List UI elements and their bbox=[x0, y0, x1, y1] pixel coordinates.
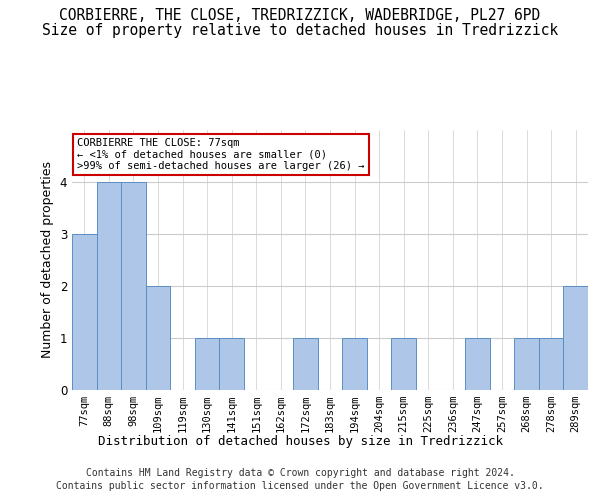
Bar bbox=[342, 338, 367, 390]
Text: Contains public sector information licensed under the Open Government Licence v3: Contains public sector information licen… bbox=[56, 481, 544, 491]
Text: CORBIERRE, THE CLOSE, TREDRIZZICK, WADEBRIDGE, PL27 6PD: CORBIERRE, THE CLOSE, TREDRIZZICK, WADEB… bbox=[59, 8, 541, 22]
Bar bbox=[293, 338, 318, 390]
Text: Size of property relative to detached houses in Tredrizzick: Size of property relative to detached ho… bbox=[42, 22, 558, 38]
Bar bbox=[563, 286, 588, 390]
Bar bbox=[514, 338, 539, 390]
Bar bbox=[121, 182, 146, 390]
Text: Distribution of detached houses by size in Tredrizzick: Distribution of detached houses by size … bbox=[97, 435, 503, 448]
Bar bbox=[97, 182, 121, 390]
Bar bbox=[220, 338, 244, 390]
Text: CORBIERRE THE CLOSE: 77sqm
← <1% of detached houses are smaller (0)
>99% of semi: CORBIERRE THE CLOSE: 77sqm ← <1% of deta… bbox=[77, 138, 365, 171]
Y-axis label: Number of detached properties: Number of detached properties bbox=[41, 162, 54, 358]
Bar bbox=[72, 234, 97, 390]
Bar bbox=[195, 338, 220, 390]
Bar bbox=[146, 286, 170, 390]
Bar bbox=[465, 338, 490, 390]
Bar bbox=[539, 338, 563, 390]
Text: Contains HM Land Registry data © Crown copyright and database right 2024.: Contains HM Land Registry data © Crown c… bbox=[86, 468, 514, 477]
Bar bbox=[391, 338, 416, 390]
